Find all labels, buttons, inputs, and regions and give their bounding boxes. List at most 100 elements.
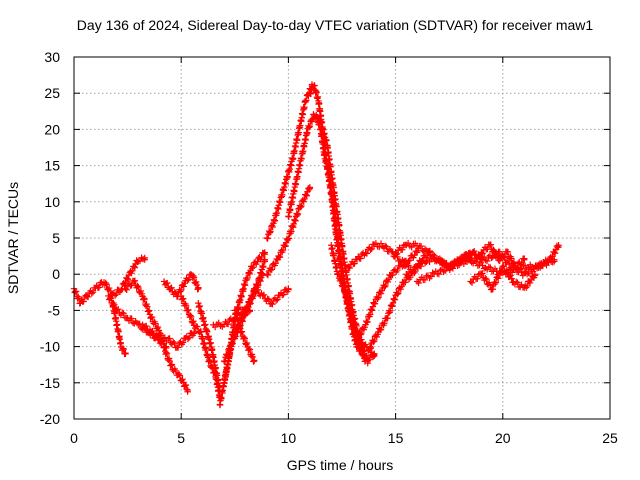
data-point	[364, 318, 371, 326]
data-point	[303, 97, 310, 104]
data-point	[335, 270, 342, 277]
data-point	[394, 290, 402, 297]
data-point	[375, 294, 382, 301]
data-point	[441, 259, 449, 267]
data-point	[492, 279, 500, 286]
data-point	[302, 98, 309, 105]
y-tick-label: -20	[40, 411, 60, 427]
data-point	[249, 264, 257, 271]
data-point	[491, 247, 498, 255]
data-point	[482, 274, 489, 282]
data-point	[466, 255, 474, 262]
data-point	[264, 295, 271, 302]
y-tick-label: 15	[44, 158, 60, 174]
data-point	[523, 270, 531, 278]
data-point	[249, 353, 256, 361]
data-point	[190, 272, 197, 280]
data-point	[135, 283, 142, 291]
data-point	[501, 252, 508, 260]
data-point	[383, 243, 390, 251]
data-point	[393, 250, 401, 257]
data-point	[242, 311, 249, 318]
data-point	[246, 346, 254, 353]
data-point	[105, 284, 113, 292]
data-point	[402, 279, 409, 286]
data-point	[495, 275, 502, 282]
data-point	[166, 335, 173, 342]
data-point	[276, 253, 284, 261]
data-point	[145, 308, 152, 315]
data-point	[146, 307, 153, 314]
data-point	[275, 252, 282, 260]
data-point	[298, 202, 305, 210]
data-point	[179, 376, 186, 383]
data-point	[190, 318, 197, 325]
data-point	[391, 296, 399, 303]
data-point	[415, 279, 422, 287]
data-point	[168, 284, 175, 291]
data-point	[337, 276, 344, 283]
y-tick-label: 30	[44, 49, 60, 65]
data-point	[308, 118, 316, 125]
data-point	[71, 289, 78, 296]
data-point	[487, 264, 494, 271]
data-point	[535, 264, 542, 271]
data-point	[514, 279, 521, 286]
data-point	[307, 90, 314, 98]
data-point	[505, 260, 513, 268]
data-point	[162, 349, 170, 356]
data-point	[267, 266, 275, 274]
data-point	[172, 289, 180, 297]
data-point	[545, 259, 552, 266]
data-point	[531, 271, 539, 278]
data-point	[188, 313, 195, 321]
data-point	[474, 275, 481, 282]
data-point	[107, 295, 115, 302]
data-point	[111, 292, 119, 299]
data-point	[174, 293, 181, 300]
data-point	[178, 296, 186, 303]
data-point	[510, 258, 518, 266]
data-point	[245, 299, 253, 306]
data-point	[174, 344, 182, 351]
data-point	[513, 264, 521, 271]
y-tick-label: 25	[44, 85, 60, 101]
data-point	[123, 275, 131, 282]
data-point	[154, 332, 161, 339]
data-point	[398, 283, 405, 290]
data-point	[266, 229, 274, 236]
data-point	[507, 272, 514, 279]
data-point	[489, 285, 497, 293]
data-point	[303, 192, 310, 199]
data-point	[370, 350, 378, 358]
data-point	[241, 335, 249, 342]
data-point	[170, 338, 177, 346]
data-point	[180, 283, 187, 290]
data-point	[429, 254, 437, 262]
x-tick-label: 5	[177, 430, 185, 446]
data-point	[154, 323, 162, 331]
data-point	[136, 320, 143, 328]
data-point	[152, 320, 159, 327]
data-point	[190, 274, 198, 281]
data-point	[340, 281, 347, 289]
data-point	[120, 345, 127, 353]
data-point	[190, 328, 198, 336]
data-point	[250, 357, 258, 365]
data-point	[239, 318, 246, 325]
data-point	[221, 358, 228, 365]
data-point	[404, 272, 411, 279]
data-point	[417, 242, 425, 250]
data-point	[463, 254, 471, 261]
data-point	[260, 291, 268, 299]
data-point	[381, 242, 389, 250]
data-point	[493, 251, 500, 259]
data-point	[355, 339, 363, 347]
series-track-e	[139, 321, 198, 351]
x-axis-label: GPS time / hours	[287, 457, 394, 473]
data-point	[526, 279, 534, 287]
data-point	[425, 248, 433, 255]
data-point	[364, 357, 372, 364]
data-point	[382, 282, 389, 290]
data-point	[131, 277, 139, 284]
